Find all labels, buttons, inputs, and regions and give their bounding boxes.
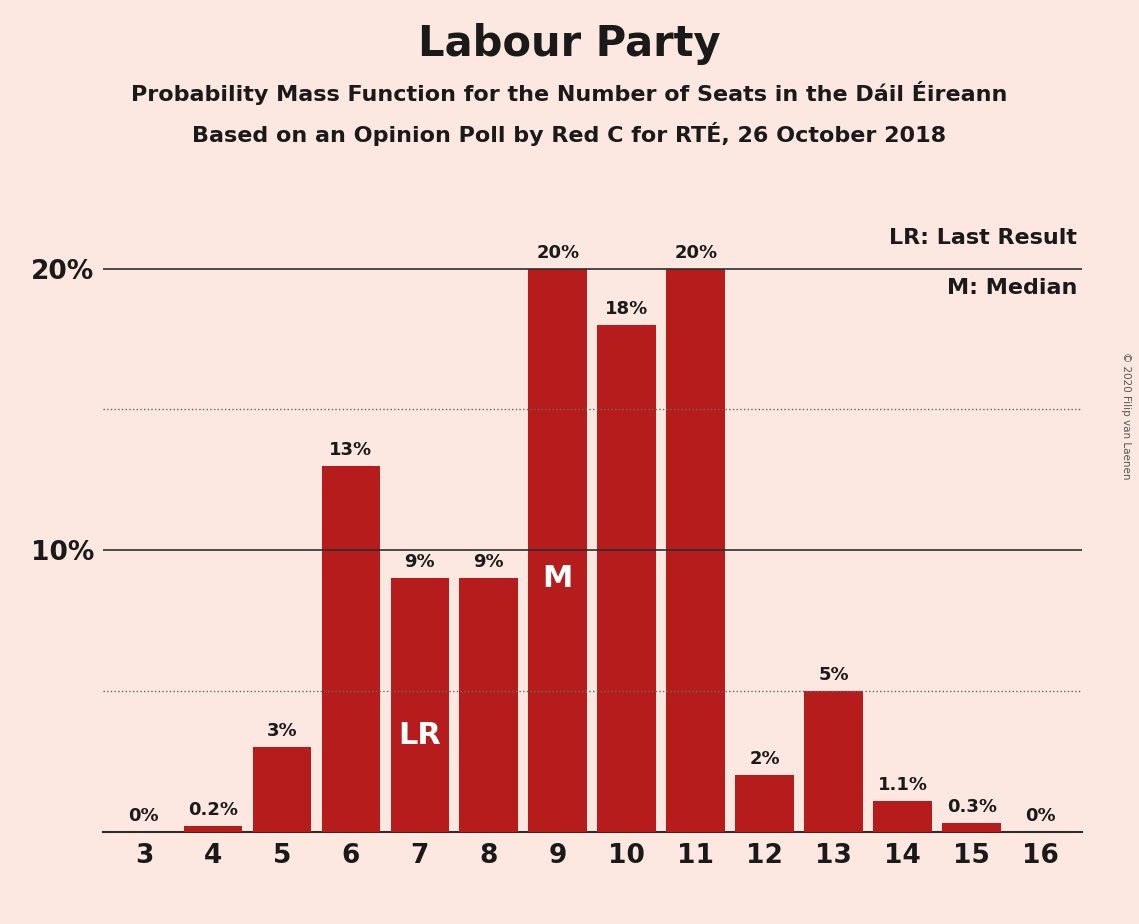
Text: 20%: 20% [536, 244, 580, 261]
Text: 13%: 13% [329, 441, 372, 458]
Text: 9%: 9% [404, 553, 435, 571]
Text: 5%: 5% [819, 666, 849, 684]
Text: M: Median: M: Median [947, 277, 1077, 298]
Bar [391, 578, 449, 832]
Text: LR: Last Result: LR: Last Result [890, 228, 1077, 248]
Text: Labour Party: Labour Party [418, 23, 721, 65]
Bar [874, 800, 932, 832]
Text: 20%: 20% [674, 244, 718, 261]
Text: 1.1%: 1.1% [878, 775, 927, 794]
Text: 9%: 9% [474, 553, 505, 571]
Bar [321, 466, 380, 832]
Text: 0%: 0% [1025, 807, 1056, 824]
Bar [666, 269, 726, 832]
Bar [736, 775, 794, 832]
Text: 3%: 3% [267, 723, 297, 740]
Text: LR: LR [399, 721, 441, 750]
Bar [528, 269, 587, 832]
Bar [804, 691, 863, 832]
Text: 0%: 0% [129, 807, 159, 824]
Bar [253, 748, 311, 832]
Text: Based on an Opinion Poll by Red C for RTÉ, 26 October 2018: Based on an Opinion Poll by Red C for RT… [192, 122, 947, 146]
Bar [183, 826, 243, 832]
Text: 0.2%: 0.2% [188, 801, 238, 819]
Text: 0.3%: 0.3% [947, 798, 997, 816]
Bar [598, 325, 656, 832]
Text: Probability Mass Function for the Number of Seats in the Dáil Éireann: Probability Mass Function for the Number… [131, 81, 1008, 105]
Bar [459, 578, 518, 832]
Text: 2%: 2% [749, 750, 780, 768]
Text: 18%: 18% [605, 300, 648, 318]
Text: M: M [542, 564, 573, 593]
Bar [942, 823, 1001, 832]
Text: © 2020 Filip van Laenen: © 2020 Filip van Laenen [1121, 352, 1131, 480]
